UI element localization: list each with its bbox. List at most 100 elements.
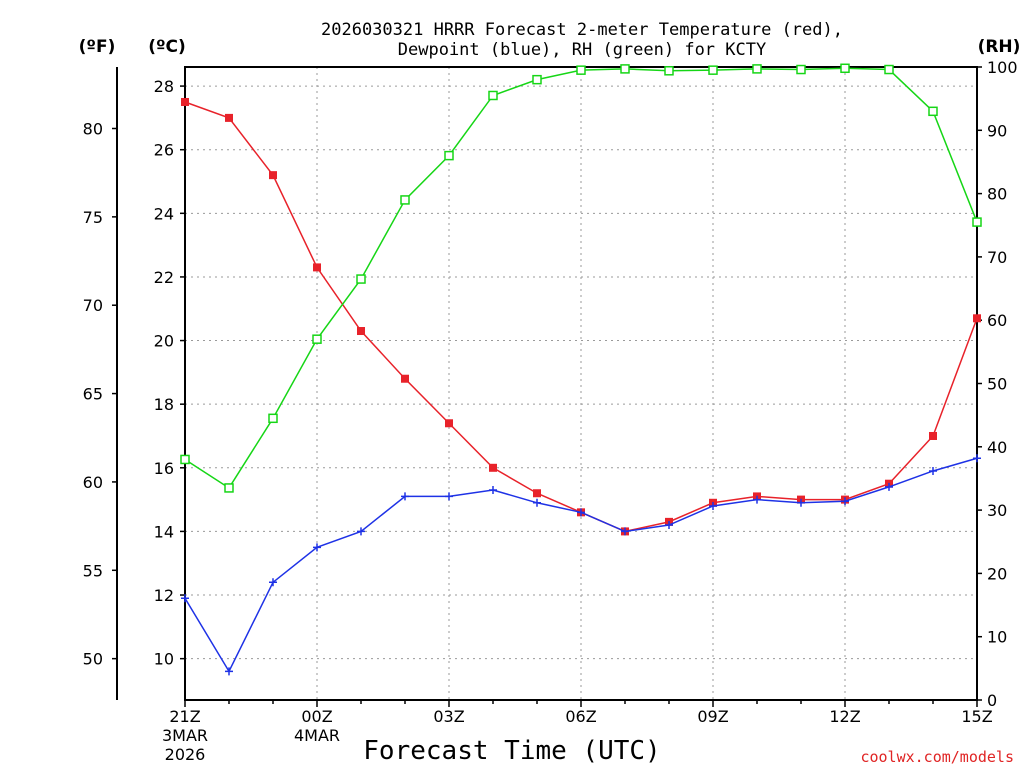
rh-point bbox=[840, 63, 850, 74]
rh-point bbox=[532, 74, 542, 85]
rh-point bbox=[488, 90, 498, 101]
time-tick-label: 09Z bbox=[697, 707, 728, 726]
rh-tick-label: 60 bbox=[987, 311, 1007, 330]
rh-point bbox=[884, 64, 894, 75]
time-tick-label: 12Z bbox=[829, 707, 860, 726]
celsius-tick-label: 26 bbox=[154, 141, 174, 160]
dewpoint-point bbox=[753, 495, 761, 504]
rh-point bbox=[268, 413, 278, 424]
2-meter-temperature-point bbox=[269, 171, 277, 180]
fahrenheit-axis: 50 55 60 65 70 75 80 bbox=[83, 119, 117, 669]
chart-title: 2026030321 HRRR Forecast 2-meter Tempera… bbox=[321, 20, 843, 40]
rh-tick-label: 30 bbox=[987, 501, 1007, 520]
rh-point bbox=[576, 65, 586, 75]
rh-tick-label: 50 bbox=[987, 375, 1007, 394]
time-tick-label: 00Z bbox=[301, 707, 332, 726]
year-tick-label: 2026 bbox=[165, 745, 206, 764]
celsius-tick-label: 14 bbox=[154, 522, 174, 541]
rh-point bbox=[356, 274, 366, 284]
2-meter-temperature-point bbox=[973, 314, 981, 323]
rh-tick-label: 100 bbox=[987, 58, 1018, 77]
2-meter-temperature-point bbox=[313, 263, 321, 272]
x-axis-title: Forecast Time (UTC) bbox=[363, 736, 660, 766]
rh-point bbox=[664, 66, 674, 76]
dewpoint-point bbox=[621, 527, 629, 536]
rh-point bbox=[928, 106, 938, 117]
dewpoint-point bbox=[797, 498, 805, 507]
rh-tick-label: 20 bbox=[987, 564, 1007, 583]
time-tick-label: 15Z bbox=[961, 707, 992, 726]
2-meter-temperature-point bbox=[929, 431, 937, 440]
2-meter-temperature-point bbox=[533, 489, 541, 498]
fahrenheit-unit-label: (ºF) bbox=[79, 37, 116, 57]
time-tick-label: 06Z bbox=[565, 707, 596, 726]
rh-point bbox=[796, 64, 806, 75]
dewpoint-point bbox=[269, 578, 277, 587]
date-tick-label: 4MAR bbox=[294, 726, 340, 745]
series-layer bbox=[180, 63, 982, 676]
celsius-tick-label: 16 bbox=[154, 459, 174, 478]
celsius-tick-label: 22 bbox=[154, 268, 174, 287]
celsius-tick-label: 24 bbox=[154, 204, 174, 223]
celsius-tick-label: 10 bbox=[154, 650, 174, 669]
dewpoint-point bbox=[489, 486, 497, 495]
rh-tick-label: 70 bbox=[987, 248, 1007, 267]
dewpoint-point bbox=[665, 521, 673, 530]
rh-point bbox=[752, 64, 762, 74]
2-meter-temperature-point bbox=[401, 374, 409, 383]
rh-tick-label: 40 bbox=[987, 438, 1007, 457]
rh-point bbox=[620, 64, 630, 74]
dewpoint-point bbox=[225, 667, 233, 676]
dewpoint-point bbox=[313, 543, 321, 552]
dewpoint-point bbox=[181, 594, 189, 603]
time-tick-label: 03Z bbox=[433, 707, 464, 726]
dewpoint-point bbox=[577, 508, 585, 517]
rh-point bbox=[972, 217, 982, 227]
rh-tick-label: 80 bbox=[987, 185, 1007, 204]
fahrenheit-tick-label: 60 bbox=[83, 473, 103, 492]
celsius-tick-label: 12 bbox=[154, 586, 174, 605]
rh-point bbox=[708, 65, 718, 75]
dewpoint-point bbox=[841, 497, 849, 506]
celsius-tick-label: 28 bbox=[154, 77, 174, 96]
2-meter-temperature-point bbox=[489, 463, 497, 472]
celsius-unit-label: (ºC) bbox=[148, 37, 186, 57]
rh-tick-label: 90 bbox=[987, 121, 1007, 140]
celsius-axis: 10 12 14 16 18 20 22 24 26 28 bbox=[154, 77, 185, 669]
credit-label: coolwx.com/models bbox=[860, 748, 1014, 766]
chart-subtitle: Dewpoint (blue), RH (green) for KCTY bbox=[398, 40, 766, 60]
fahrenheit-tick-label: 50 bbox=[83, 650, 103, 669]
rh-point bbox=[444, 150, 454, 161]
2-meter-temperature-point bbox=[225, 113, 233, 122]
fahrenheit-tick-label: 65 bbox=[83, 385, 103, 404]
dewpoint-point bbox=[709, 501, 717, 510]
celsius-tick-label: 20 bbox=[154, 332, 174, 351]
plot-frame bbox=[184, 66, 978, 701]
dewpoint-point bbox=[533, 498, 541, 507]
2-meter-temperature-point bbox=[445, 419, 453, 428]
celsius-tick-label: 18 bbox=[154, 395, 174, 414]
time-tick-label: 21Z bbox=[169, 707, 200, 726]
2-meter-temperature-point bbox=[357, 327, 365, 336]
fahrenheit-tick-label: 70 bbox=[83, 296, 103, 315]
rh-point bbox=[312, 334, 322, 344]
rh-point bbox=[224, 483, 234, 493]
2-meter-temperature-point bbox=[181, 97, 189, 106]
fahrenheit-tick-label: 55 bbox=[83, 561, 103, 580]
rh-tick-label: 0 bbox=[987, 691, 997, 710]
rh-point bbox=[400, 195, 410, 205]
dewpoint-point bbox=[885, 482, 893, 491]
grid-lines bbox=[185, 67, 977, 700]
rh-unit-label: (RH) bbox=[978, 37, 1021, 57]
rh-axis: 0 10 20 30 40 50 60 70 80 90 100 bbox=[977, 58, 1018, 710]
fahrenheit-tick-label: 80 bbox=[83, 119, 103, 138]
dewpoint-point bbox=[929, 466, 937, 475]
date-tick-label: 3MAR bbox=[162, 726, 208, 745]
dewpoint-point bbox=[357, 527, 365, 536]
dewpoint-point bbox=[445, 492, 453, 501]
fahrenheit-tick-label: 75 bbox=[83, 208, 103, 227]
rh-tick-label: 10 bbox=[987, 628, 1007, 647]
dewpoint-point bbox=[973, 454, 981, 463]
